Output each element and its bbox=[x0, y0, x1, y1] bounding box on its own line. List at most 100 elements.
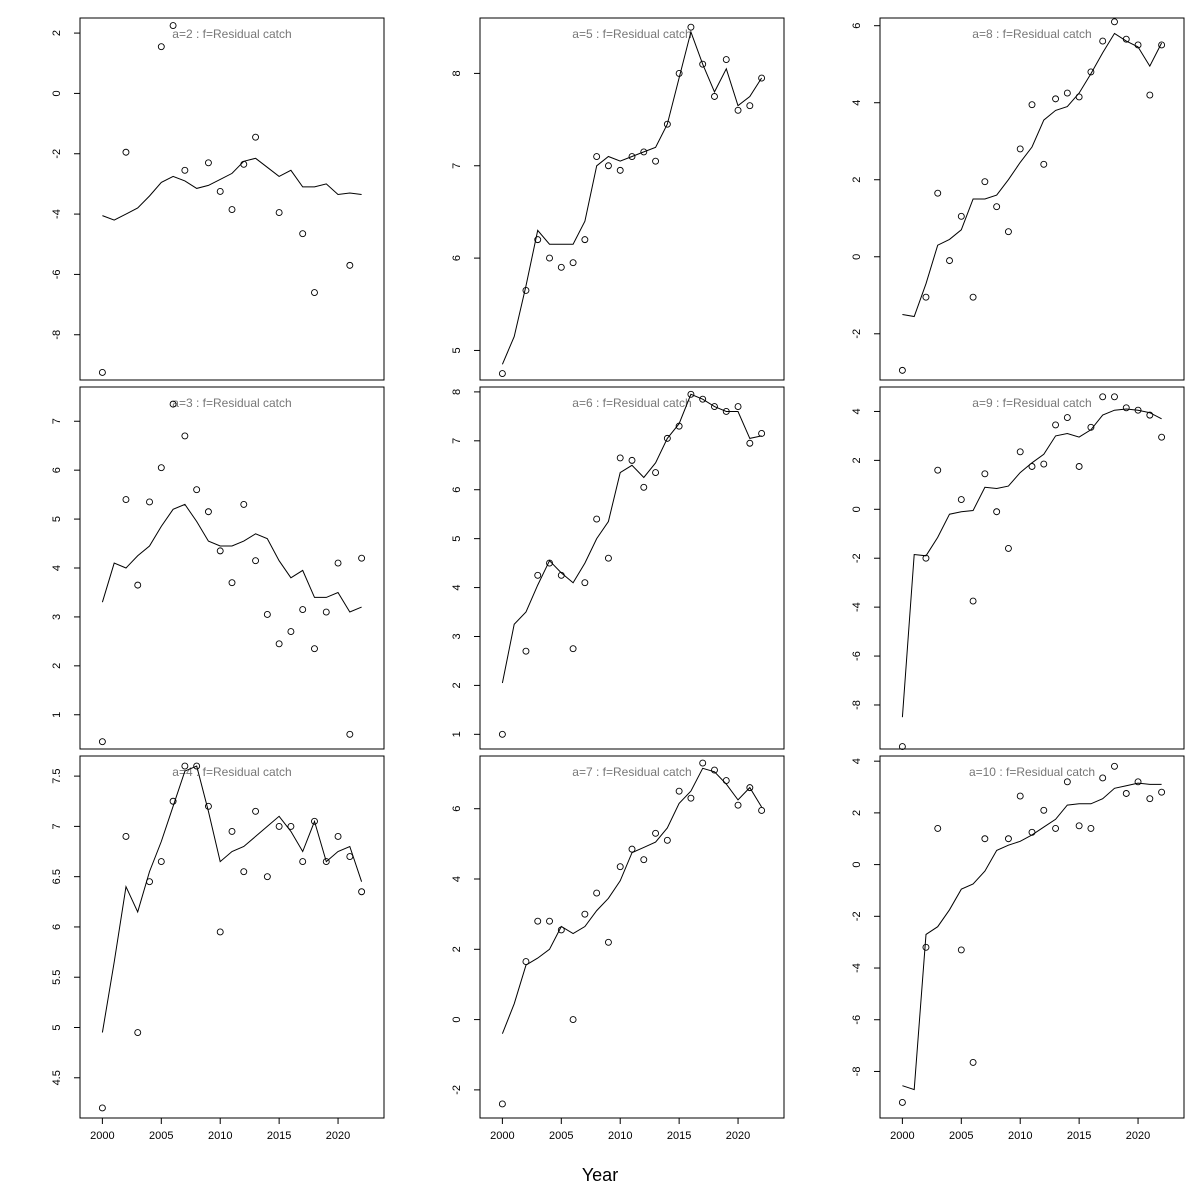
y-tick-label: 3 bbox=[51, 614, 63, 620]
observed-point bbox=[146, 498, 153, 506]
observed-point bbox=[1099, 393, 1107, 401]
y-tick-label: -8 bbox=[851, 700, 863, 710]
fitted-line bbox=[101, 765, 363, 1033]
y-tick-label: 0 bbox=[51, 90, 63, 96]
observed-point bbox=[122, 496, 130, 503]
fitted-line bbox=[901, 408, 1162, 718]
y-tick-label: -2 bbox=[851, 911, 863, 921]
y-tick-label: 7 bbox=[451, 163, 463, 169]
observed-point bbox=[181, 432, 189, 440]
x-tick-label: 2000 bbox=[90, 1130, 114, 1142]
panel-title: a=7 : f=Residual catch bbox=[572, 765, 691, 779]
observed-point bbox=[734, 106, 742, 114]
y-tick-label: -2 bbox=[451, 1085, 463, 1095]
y-tick-label: 4 bbox=[51, 565, 63, 571]
observed-point bbox=[898, 1099, 906, 1106]
y-tick-label: 4 bbox=[851, 100, 863, 106]
y-tick-label: 1 bbox=[51, 712, 63, 718]
observed-point bbox=[204, 802, 212, 810]
observed-point bbox=[711, 766, 718, 774]
y-tick-label: 5 bbox=[451, 347, 463, 353]
observed-point bbox=[569, 645, 577, 653]
panel-title: a=8 : f=Residual catch bbox=[972, 27, 1091, 41]
observed-point bbox=[1004, 228, 1012, 236]
panel-1: a=2 : f=Residual catch -8 -6 -4 -2 0 2 bbox=[51, 17, 385, 381]
observed-point bbox=[675, 69, 683, 77]
observed-point bbox=[311, 817, 318, 825]
observed-point bbox=[675, 422, 683, 430]
observed-point bbox=[299, 858, 307, 866]
observed-point bbox=[652, 157, 660, 165]
observed-point bbox=[687, 390, 695, 398]
y-tick-label: 5 bbox=[451, 536, 463, 542]
x-tick-label: 2005 bbox=[549, 1130, 573, 1142]
observed-point bbox=[216, 928, 224, 936]
observed-point bbox=[593, 153, 601, 160]
observed-point bbox=[311, 289, 318, 296]
observed-point bbox=[263, 611, 271, 618]
observed-point bbox=[758, 74, 766, 82]
observed-point bbox=[687, 23, 695, 31]
observed-point bbox=[1146, 411, 1154, 419]
y-tick-label: 2 bbox=[51, 30, 63, 36]
observed-point bbox=[722, 408, 730, 415]
x-tick-label: 2010 bbox=[1008, 1130, 1032, 1142]
observed-point bbox=[711, 93, 718, 100]
x-tick-label: 2020 bbox=[1126, 1130, 1150, 1142]
x-tick-label: 2000 bbox=[890, 1130, 914, 1142]
observed-point bbox=[358, 888, 366, 896]
panel-frame bbox=[479, 386, 785, 750]
y-tick-label: 8 bbox=[451, 70, 463, 76]
observed-point bbox=[181, 762, 189, 770]
observed-point bbox=[722, 56, 730, 64]
y-tick-label: -2 bbox=[851, 329, 863, 339]
observed-point bbox=[1087, 68, 1095, 76]
observed-point bbox=[1075, 463, 1083, 470]
x-tick-label: 2020 bbox=[326, 1130, 350, 1142]
observed-point bbox=[1075, 93, 1083, 101]
observed-point bbox=[1016, 145, 1024, 153]
observed-point bbox=[204, 159, 212, 167]
observed-point bbox=[1099, 774, 1107, 782]
observed-point bbox=[193, 762, 201, 770]
observed-point bbox=[534, 917, 542, 925]
y-tick-label: 6 bbox=[451, 487, 463, 493]
observed-point bbox=[734, 801, 742, 809]
y-tick-label: 5 bbox=[51, 1024, 63, 1030]
observed-point bbox=[240, 868, 248, 876]
observed-point bbox=[228, 827, 236, 835]
observed-point bbox=[569, 259, 577, 267]
observed-point bbox=[616, 454, 624, 462]
panel-5: a=6 : f=Residual catch 1 2 3 4 5 6 7 8 bbox=[451, 386, 785, 750]
observed-point bbox=[581, 579, 589, 587]
fitted-line bbox=[101, 503, 362, 613]
observed-point bbox=[98, 1104, 106, 1112]
observed-point bbox=[1075, 822, 1083, 830]
y-tick-label: 6 bbox=[51, 467, 63, 473]
fitted-line bbox=[501, 393, 762, 684]
observed-point bbox=[734, 403, 742, 411]
y-tick-label: 6 bbox=[451, 806, 463, 812]
y-tick-label: 8 bbox=[451, 389, 463, 395]
y-tick-label: -2 bbox=[851, 553, 863, 563]
observed-point bbox=[228, 206, 236, 214]
y-tick-label: 2 bbox=[451, 682, 463, 688]
x-tick-label: 2000 bbox=[490, 1130, 514, 1142]
observed-point bbox=[604, 162, 612, 170]
observed-point bbox=[628, 153, 636, 160]
y-tick-label: 1 bbox=[451, 731, 463, 737]
observed-point bbox=[498, 730, 506, 738]
observed-point bbox=[287, 628, 295, 636]
x-tick-label: 2010 bbox=[608, 1130, 632, 1142]
observed-point bbox=[699, 395, 707, 403]
y-tick-label: -4 bbox=[851, 602, 863, 612]
y-tick-label: 5.5 bbox=[51, 970, 63, 985]
observed-point bbox=[498, 1100, 506, 1108]
observed-point bbox=[581, 910, 589, 918]
observed-point bbox=[569, 1016, 577, 1024]
observed-point bbox=[334, 832, 342, 840]
y-tick-label: 4 bbox=[451, 876, 463, 882]
observed-point bbox=[946, 257, 953, 265]
observed-point bbox=[1158, 433, 1166, 441]
observed-point bbox=[1004, 835, 1012, 843]
